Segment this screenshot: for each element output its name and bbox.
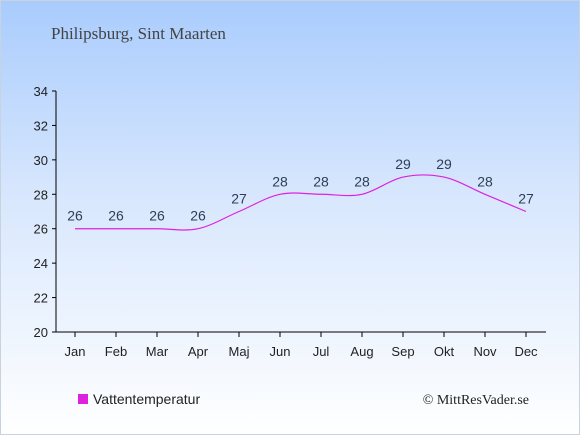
data-label: 28 — [313, 173, 329, 189]
series-group — [75, 174, 527, 231]
y-axis: 20 22 24 26 28 30 32 34 — [34, 84, 57, 340]
data-label: 28 — [354, 173, 370, 189]
y-tick-label: 34 — [34, 84, 48, 99]
y-tick-label: 20 — [34, 325, 48, 340]
x-tick-label: Okt — [434, 344, 455, 359]
data-label: 26 — [149, 208, 165, 224]
legend-swatch — [78, 394, 88, 404]
x-tick-label: Dec — [514, 344, 538, 359]
x-tick-label: Feb — [105, 344, 127, 359]
y-tick-label: 24 — [34, 256, 48, 271]
data-label: 27 — [518, 191, 534, 207]
x-axis: Jan Feb Mar Apr Maj Jun Jul Aug Sep Okt Nov Dec — [56, 331, 546, 359]
data-label: 28 — [272, 173, 288, 189]
legend-label: Vattentemperatur — [93, 391, 200, 407]
data-label: 26 — [67, 208, 83, 224]
x-tick-label: Apr — [188, 344, 209, 359]
x-tick-label: Sep — [391, 344, 414, 359]
data-label: 29 — [395, 156, 411, 172]
series-line-vattentemperatur — [75, 174, 527, 231]
x-tick-label: Maj — [229, 344, 250, 359]
y-tick-label: 32 — [34, 118, 48, 133]
y-tick-label: 22 — [34, 291, 48, 306]
y-tick-label: 30 — [34, 153, 48, 168]
x-tick-label: Jan — [65, 344, 86, 359]
y-tick-label: 26 — [34, 222, 48, 237]
x-tick-label: Mar — [146, 344, 169, 359]
data-label: 26 — [190, 208, 206, 224]
x-tick-label: Jun — [270, 344, 291, 359]
x-tick-label: Jul — [313, 344, 330, 359]
data-label: 28 — [477, 173, 493, 189]
x-tick-label: Aug — [350, 344, 373, 359]
chart-title: Philipsburg, Sint Maarten — [51, 24, 226, 43]
y-tick-label: 28 — [34, 187, 48, 202]
data-label: 27 — [231, 191, 247, 207]
data-label: 29 — [436, 156, 452, 172]
credit-text: © MittResVader.se — [423, 393, 529, 408]
data-label: 26 — [108, 208, 124, 224]
data-labels: 26 26 26 26 27 28 28 28 29 29 28 27 — [67, 156, 534, 224]
x-tick-label: Nov — [473, 344, 497, 359]
